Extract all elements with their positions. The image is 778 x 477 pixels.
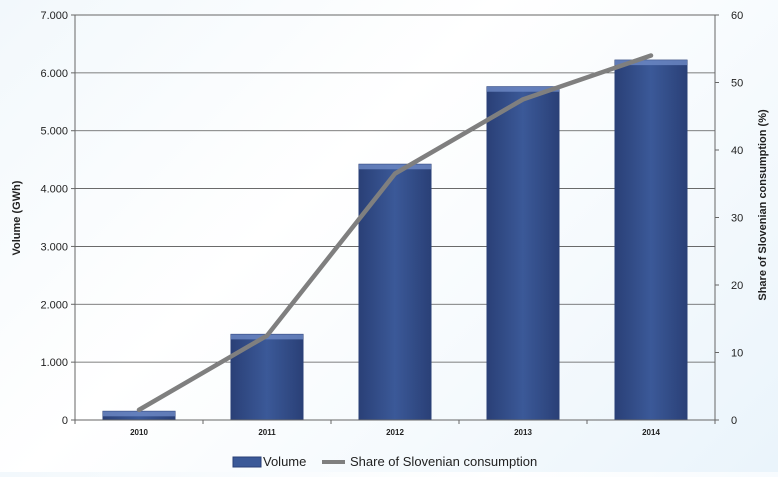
x-tick-label: 2012: [386, 428, 404, 437]
y-tick-label: 3.000: [40, 241, 68, 253]
bar-volume: [614, 59, 688, 421]
y-axis-title: Volume (GWh): [11, 180, 23, 255]
bar-volume-cap: [359, 164, 431, 170]
x-tick-label: 2011: [258, 428, 276, 437]
y-tick-label: 6.000: [40, 68, 68, 80]
y2-tick-label: 30: [731, 213, 743, 225]
y-tick-label: 5.000: [40, 126, 68, 138]
x-tick-label: 2014: [642, 428, 660, 437]
share-line: [136, 53, 654, 413]
legend-volume-swatch: [232, 456, 262, 468]
bar-volume: [486, 86, 560, 421]
y-tick-label: 4.000: [40, 184, 68, 196]
y2-tick-label: 20: [731, 280, 743, 292]
bar-volume: [230, 333, 304, 421]
y2-tick-label: 50: [731, 78, 743, 90]
y2-tick-label: 40: [731, 145, 743, 157]
y2-tick-label: 0: [731, 415, 737, 427]
y-tick-label: 0: [62, 415, 68, 427]
bar-volume-cap: [103, 411, 175, 417]
bars: [102, 59, 688, 421]
line-share: [136, 53, 654, 413]
x-tick-label: 2010: [130, 428, 148, 437]
axes: 0 1.000 2.000 3.000 4.000 5.000 6.000 7.000 0 10 2…: [40, 10, 743, 437]
legend-share-label: Share of Slovenian consumption: [350, 454, 537, 469]
legend: Volume Share of Slovenian consumption: [232, 454, 537, 469]
bar-volume-cap: [487, 86, 559, 92]
legend-volume-label: Volume: [263, 454, 306, 469]
y2-axis-title: Share of Slovenian consumption (%): [757, 109, 769, 301]
y-tick-label: 7.000: [40, 10, 68, 22]
y2-tick-label: 60: [731, 10, 743, 22]
bar-volume-cap: [615, 60, 687, 66]
y2-tick-label: 10: [731, 348, 743, 360]
y-tick-label: 1.000: [40, 357, 68, 369]
y-tick-label: 2.000: [40, 299, 68, 311]
x-tick-label: 2013: [514, 428, 532, 437]
